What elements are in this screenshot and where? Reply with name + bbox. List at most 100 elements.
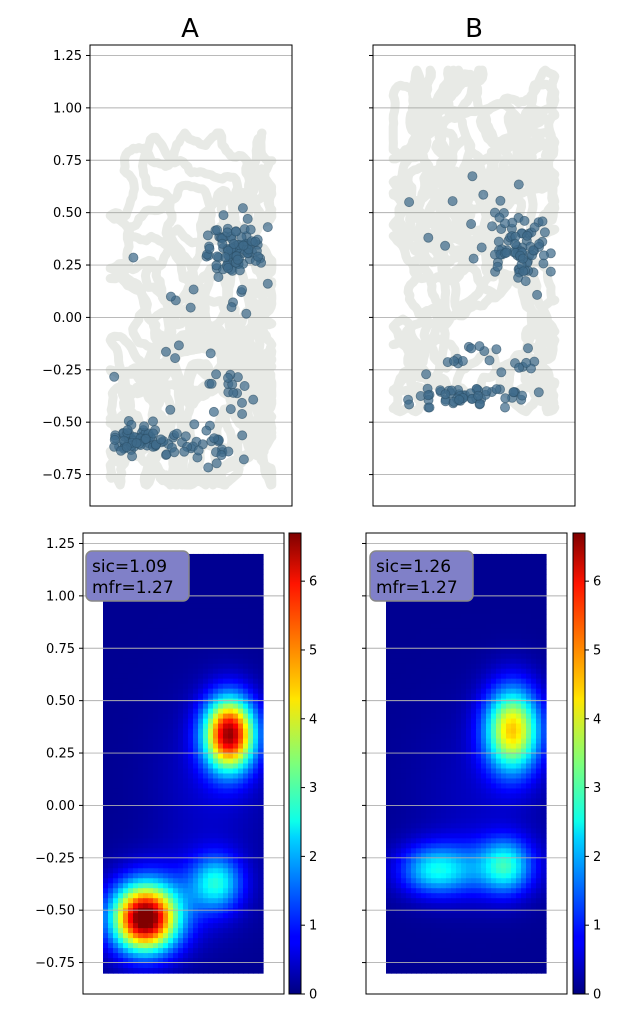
heatmap-cell xyxy=(153,948,159,954)
heatmap-cell xyxy=(243,698,249,705)
heatmap-cell xyxy=(481,678,487,685)
heatmap-cell xyxy=(158,823,164,829)
heatmap-cell xyxy=(253,553,259,560)
heatmap-cell xyxy=(486,558,492,565)
heatmap-cell xyxy=(536,783,542,790)
heatmap-cell xyxy=(188,628,194,635)
heatmap-cell xyxy=(118,713,124,720)
heatmap-cell xyxy=(521,713,527,720)
heatmap-cell xyxy=(391,768,397,775)
heatmap-cell xyxy=(461,633,467,640)
heatmap-cell xyxy=(123,838,129,844)
heatmap-cell xyxy=(123,673,129,680)
heatmap-cell xyxy=(198,743,204,750)
heatmap-cell xyxy=(178,748,184,755)
heatmap-cell xyxy=(223,723,229,730)
heatmap-cell xyxy=(163,868,169,874)
heatmap-cell xyxy=(401,688,407,695)
heatmap-cell xyxy=(113,788,119,795)
heatmap-cell xyxy=(193,723,199,730)
heatmap-cell xyxy=(431,668,437,675)
heatmap-cell xyxy=(496,838,502,844)
heatmap-cell xyxy=(436,713,442,720)
heatmap-cell xyxy=(421,823,427,829)
heatmap-cell xyxy=(168,673,174,680)
heatmap-cell xyxy=(133,693,139,700)
heatmap-cell xyxy=(113,953,119,959)
heatmap-cell xyxy=(143,833,149,839)
heatmap-cell xyxy=(526,828,532,834)
heatmap-cell xyxy=(108,858,114,864)
heatmap-cell xyxy=(511,583,517,590)
heatmap-cell xyxy=(521,668,527,675)
heatmap-cell xyxy=(118,768,124,775)
heatmap-cell xyxy=(248,803,254,809)
heatmap-cell xyxy=(516,808,522,814)
heatmap-cell xyxy=(143,818,149,824)
heatmap-cell xyxy=(213,668,219,675)
heatmap-cell xyxy=(456,723,462,730)
heatmap-cell xyxy=(178,963,184,969)
heatmap-cell xyxy=(118,658,124,665)
heatmap-cell xyxy=(188,853,194,859)
heatmap-cell xyxy=(123,698,129,705)
heatmap-cell xyxy=(233,733,239,740)
heatmap-cell xyxy=(471,788,477,795)
heatmap-cell xyxy=(511,823,517,829)
heatmap-cell xyxy=(401,738,407,745)
heatmap-cell xyxy=(471,718,477,725)
heatmap-cell xyxy=(163,798,169,805)
heatmap-cell xyxy=(218,653,224,660)
heatmap-cell xyxy=(233,713,239,720)
heatmap-cell xyxy=(406,638,412,645)
heatmap-cell xyxy=(148,918,154,924)
heatmap-cell xyxy=(203,968,209,974)
heatmap-cell xyxy=(511,608,517,615)
heatmap-cell xyxy=(446,613,452,620)
heatmap-cell xyxy=(118,923,124,929)
heatmap-cell xyxy=(511,833,517,839)
heatmap-cell xyxy=(138,953,144,959)
heatmap-cell xyxy=(501,763,507,770)
heatmap-cell xyxy=(203,928,209,934)
heatmap-cell xyxy=(396,678,402,685)
heatmap-cell xyxy=(138,793,144,800)
heatmap-cell xyxy=(143,853,149,859)
heatmap-cell xyxy=(223,808,229,814)
heatmap-cell xyxy=(491,773,497,780)
heatmap-cell xyxy=(426,813,432,819)
heatmap-cell xyxy=(198,923,204,929)
heatmap-cell xyxy=(481,833,487,839)
heatmap-cell xyxy=(133,903,139,909)
heatmap-cell xyxy=(163,858,169,864)
heatmap-cell xyxy=(461,738,467,745)
heatmap-cell xyxy=(228,933,234,939)
heatmap-cell xyxy=(406,693,412,700)
heatmap-cell xyxy=(386,758,392,765)
heatmap-cell xyxy=(521,733,527,740)
heatmap-cell xyxy=(481,798,487,805)
heatmap-cell xyxy=(243,603,249,610)
heatmap-cell xyxy=(168,933,174,939)
heatmap-cell xyxy=(158,743,164,750)
heatmap-cell xyxy=(203,708,209,715)
heatmap-cell xyxy=(163,783,169,790)
heatmap-cell xyxy=(178,733,184,740)
heatmap-cell xyxy=(253,933,259,939)
heatmap-cell xyxy=(193,638,199,645)
heatmap-cell xyxy=(158,623,164,630)
heatmap-cell xyxy=(148,938,154,944)
heatmap-cell xyxy=(461,803,467,809)
heatmap-cell xyxy=(153,943,159,949)
heatmap-cell xyxy=(526,553,532,560)
heatmap-cell xyxy=(481,763,487,770)
heatmap-cell xyxy=(511,748,517,755)
heatmap-cell xyxy=(238,838,244,844)
heatmap-cell xyxy=(218,553,224,560)
heatmap-cell xyxy=(253,593,259,600)
heatmap-cell xyxy=(253,688,259,695)
heatmap-cell xyxy=(233,573,239,580)
heatmap-cell xyxy=(128,718,134,725)
heatmap-cell xyxy=(228,703,234,710)
heatmap-cell xyxy=(481,593,487,600)
